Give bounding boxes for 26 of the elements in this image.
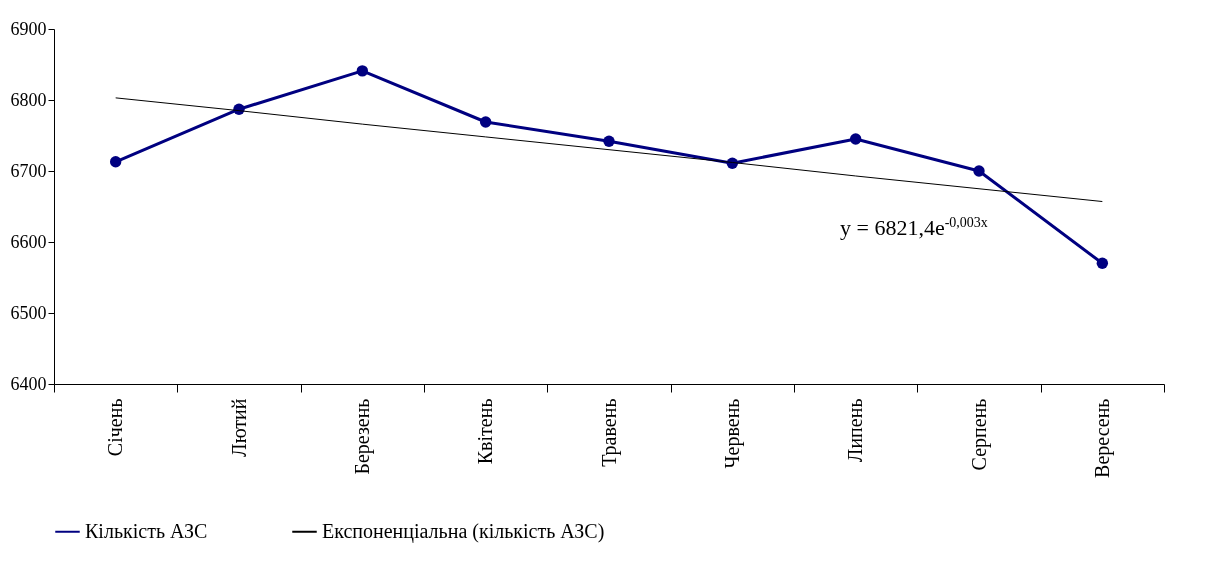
point [356,65,369,77]
y-tick-label: 6900 [10,18,47,39]
point [479,116,492,128]
y-tick-label: 6700 [10,160,47,181]
point [1096,257,1109,269]
annotation: y = 6821,4e$^{-0,003x}$ [840,215,988,242]
y-tick-label: 6400 [10,373,47,394]
x-tick-label: Липень [844,398,867,463]
x-tick-label: Травень [597,398,621,467]
x-tick-label: Січень [104,398,127,457]
point [603,135,615,147]
legend-label: Експоненціальна (кількість АЗС) [322,519,605,543]
line-series [115,97,1103,203]
x-tick-label: Серпень [967,398,991,471]
y-tick-label: 6800 [10,89,47,110]
x-tick-label: Червень [720,398,744,469]
y-tick-label: 6500 [10,302,47,323]
legend-label: Кількість АЗС [85,519,208,542]
point [849,133,862,145]
x-tick-label: Квітень [474,398,497,465]
x-tick-label: Лютий [227,398,250,457]
x-tick-label: Вересень [1090,398,1114,478]
point [973,165,985,177]
y-tick-label: 6600 [10,231,47,252]
point [109,156,122,168]
x-tick-label: Березень [350,398,374,475]
